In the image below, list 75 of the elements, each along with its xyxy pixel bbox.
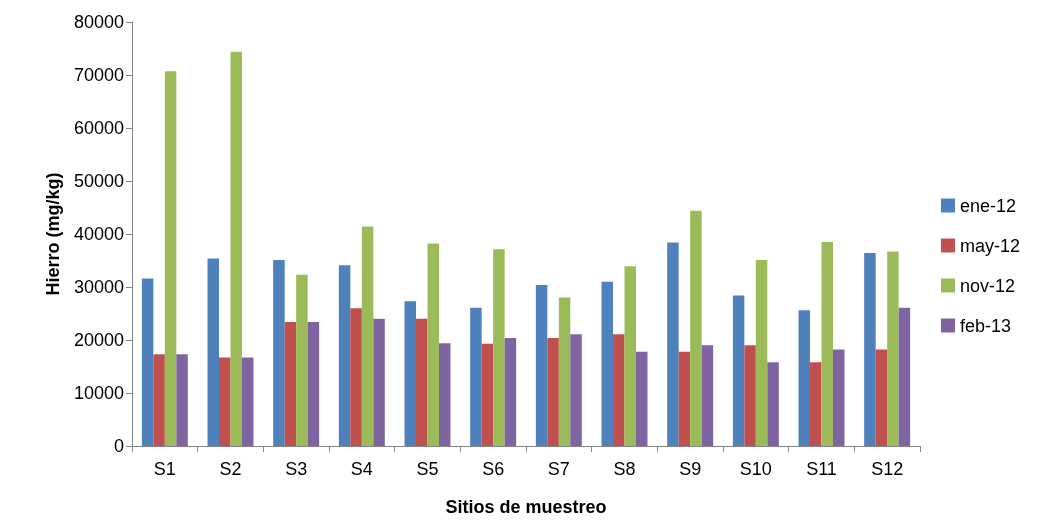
bar <box>493 249 505 446</box>
bar <box>732 295 745 446</box>
bar <box>230 51 242 446</box>
bar <box>338 265 351 446</box>
bar <box>438 343 451 446</box>
x-tick-label: S12 <box>871 459 904 479</box>
legend-label: may-12 <box>959 235 1021 256</box>
bar <box>547 337 559 446</box>
bar <box>350 308 362 446</box>
y-tick-label: 30000 <box>73 277 124 297</box>
bar <box>635 351 648 446</box>
bar <box>361 226 374 446</box>
y-tick-label: 20000 <box>73 330 124 350</box>
y-tick-label: 0 <box>113 436 124 456</box>
bar <box>307 321 320 446</box>
x-tick-label: S11 <box>806 459 837 479</box>
bar <box>864 253 876 446</box>
bar <box>810 362 822 446</box>
bar <box>164 71 177 446</box>
x-tick-label: S1 <box>153 459 176 479</box>
bar <box>690 210 702 446</box>
bar <box>898 307 911 446</box>
y-tick-label: 70000 <box>73 65 124 85</box>
bar <box>273 259 285 446</box>
bar <box>821 241 833 446</box>
legend-label: nov-12 <box>959 275 1016 296</box>
y-tick-label: 10000 <box>73 383 124 403</box>
bar <box>832 349 845 446</box>
bar <box>284 321 297 446</box>
bar <box>601 281 614 446</box>
bar <box>481 343 494 446</box>
bar <box>624 266 636 446</box>
bar <box>767 362 779 446</box>
x-tick-label: S6 <box>482 459 505 479</box>
bar <box>373 318 385 446</box>
legend-label: ene-12 <box>959 195 1017 216</box>
bar <box>744 345 756 446</box>
bar <box>296 274 308 446</box>
bar <box>207 258 220 446</box>
bar <box>141 278 154 446</box>
bar <box>798 310 811 446</box>
bar <box>678 351 691 446</box>
bar <box>427 243 439 446</box>
bar <box>504 337 517 446</box>
y-axis-title: Hierro (mg/kg) <box>43 172 63 296</box>
bar <box>153 354 165 446</box>
bar <box>755 259 768 446</box>
x-tick-label: S9 <box>679 459 702 479</box>
bar <box>470 307 482 446</box>
x-tick-label: S3 <box>285 459 308 479</box>
x-tick-label: S10 <box>739 459 772 479</box>
x-tick-label: S5 <box>416 459 439 479</box>
bar <box>887 251 899 446</box>
x-tick-label: S7 <box>547 459 570 479</box>
bar <box>875 349 888 446</box>
bar <box>416 318 428 446</box>
bar <box>558 297 571 446</box>
y-tick-label: 50000 <box>73 171 124 191</box>
bar <box>613 334 625 446</box>
y-tick-label: 60000 <box>73 118 124 138</box>
bar <box>535 284 548 446</box>
bar <box>176 354 188 446</box>
bar <box>404 301 417 446</box>
bar <box>241 357 254 446</box>
bar <box>219 357 231 446</box>
x-tick-label: S8 <box>613 459 636 479</box>
bar <box>701 345 714 446</box>
x-axis-title: Sitios de muestreo <box>445 497 607 517</box>
legend-label: feb-13 <box>959 315 1012 336</box>
y-tick-label: 40000 <box>73 224 124 244</box>
x-tick-label: S4 <box>350 459 373 479</box>
x-tick-label: S2 <box>219 459 242 479</box>
bar <box>570 334 582 446</box>
y-tick-label: 80000 <box>73 12 124 32</box>
bar <box>667 242 679 446</box>
